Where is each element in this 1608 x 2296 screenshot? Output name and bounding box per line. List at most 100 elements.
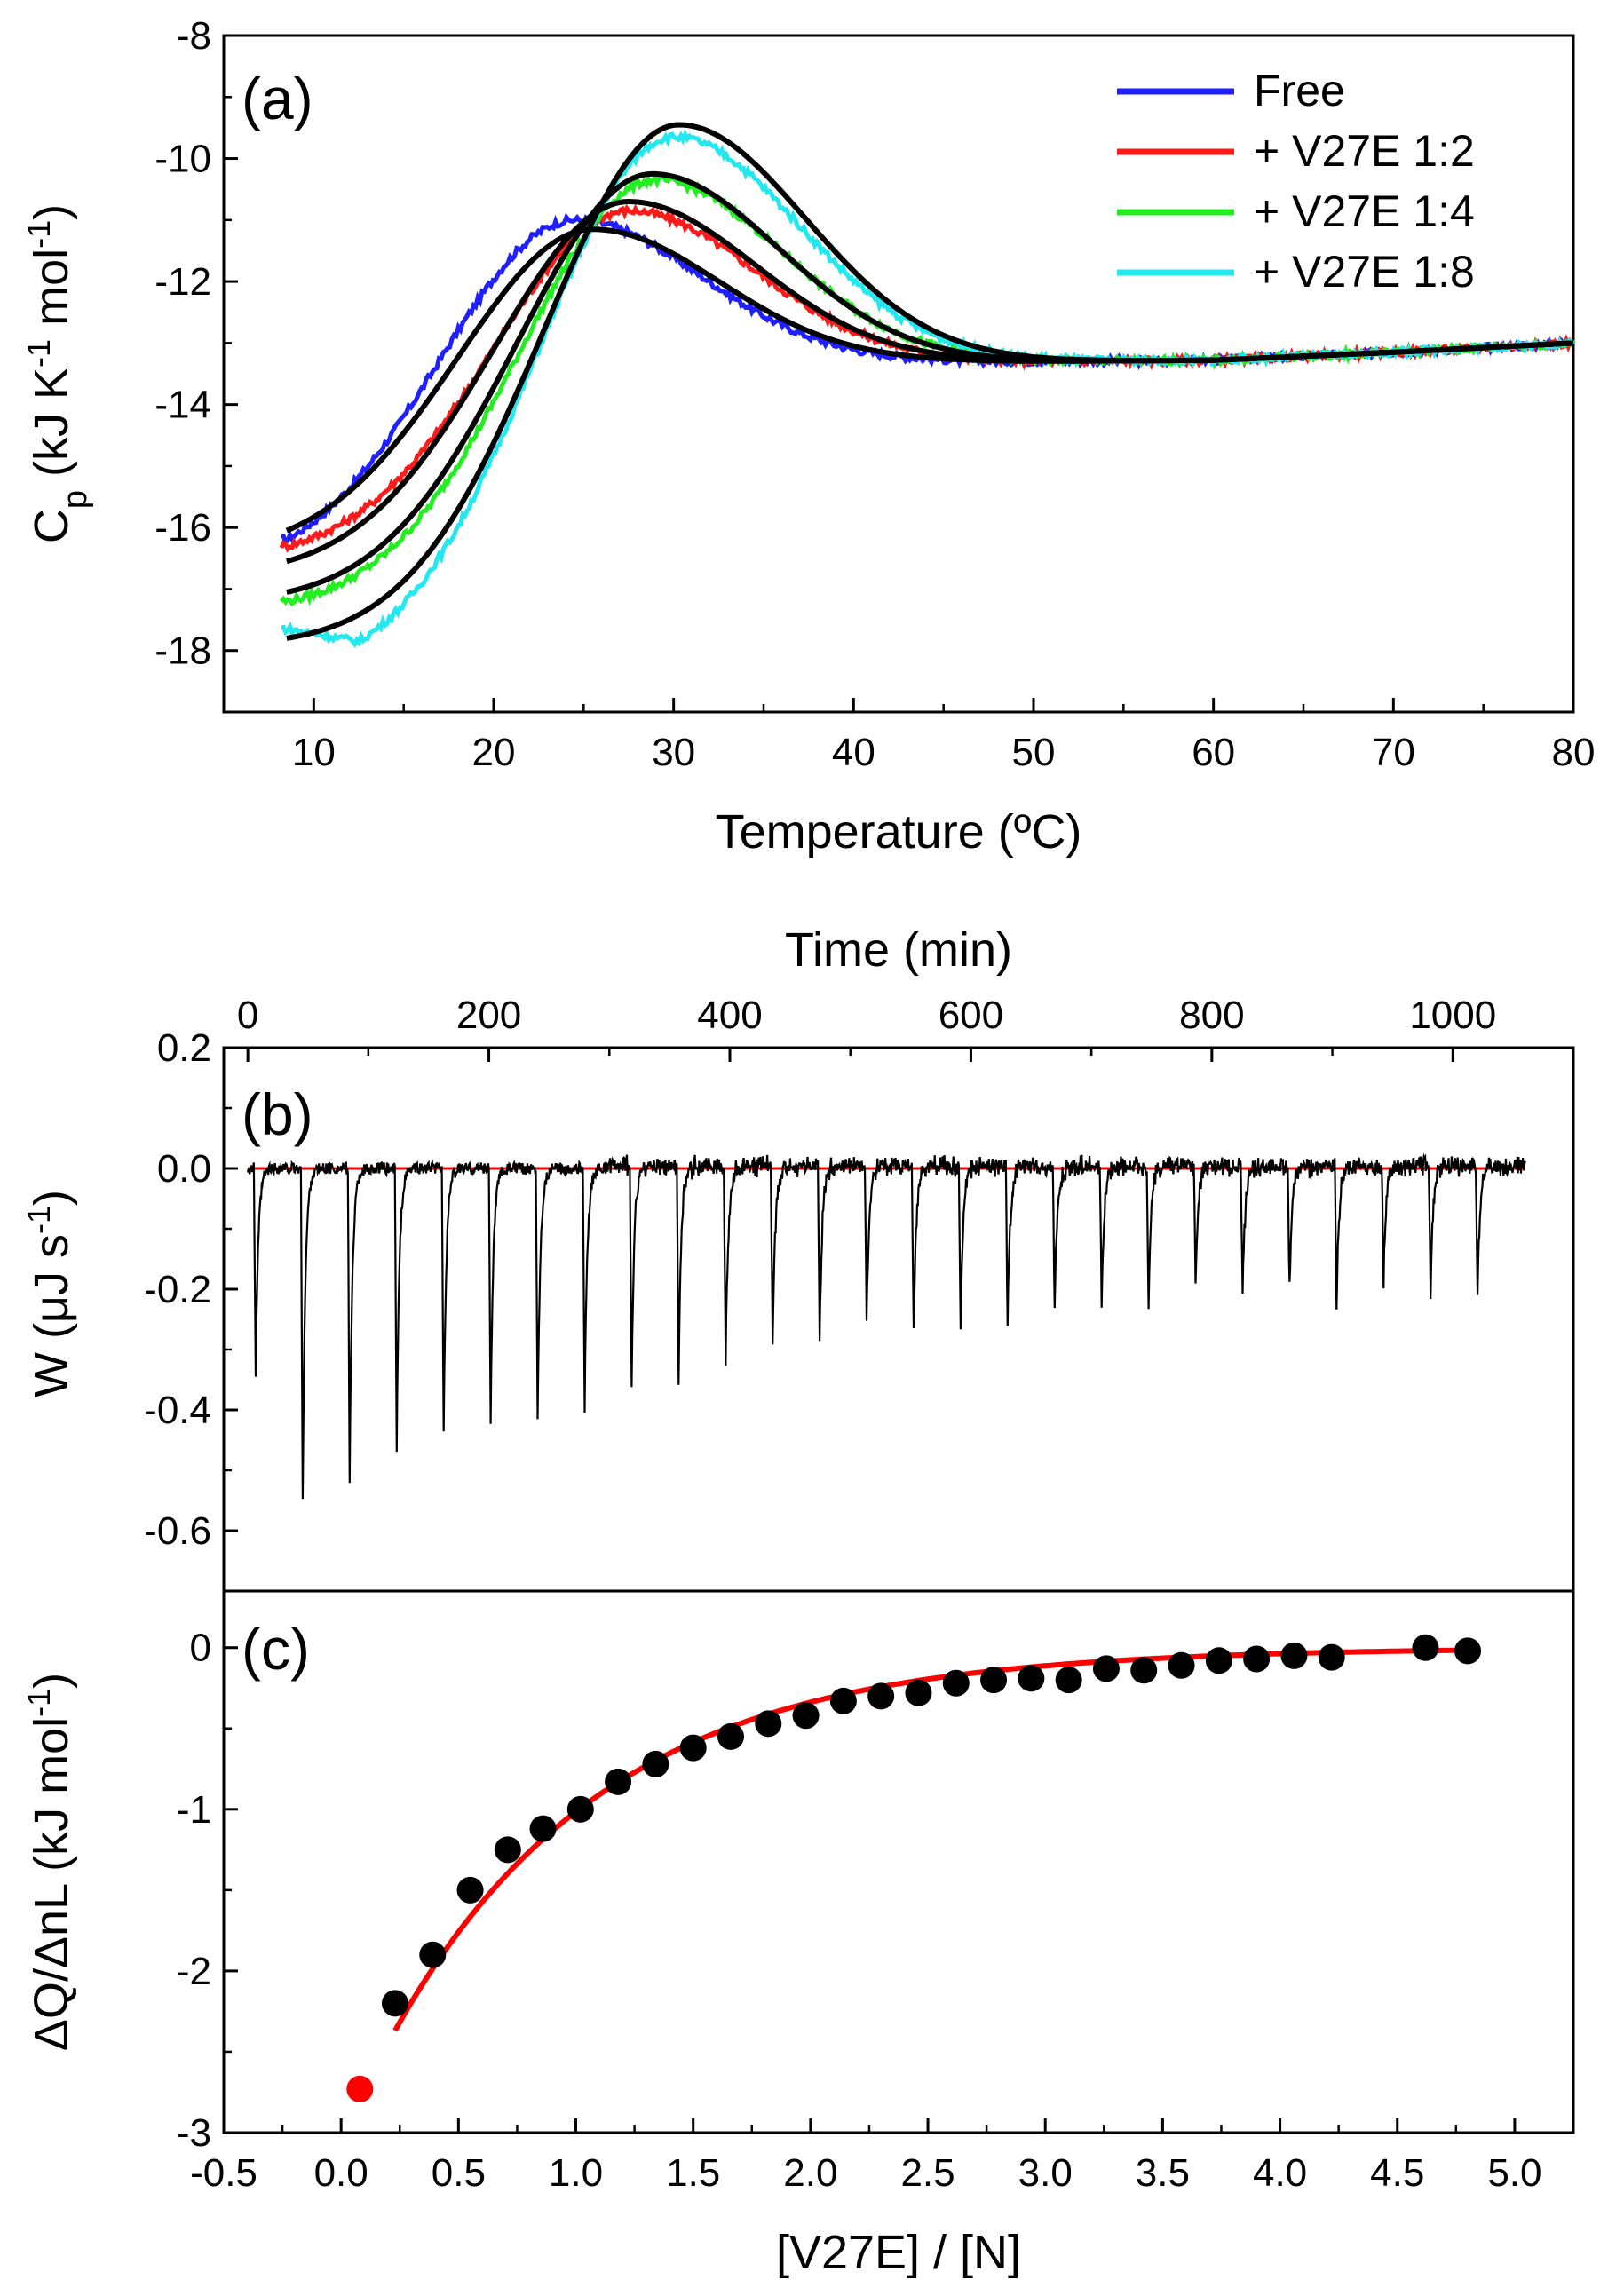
panel-c-excluded-point <box>346 2075 374 2102</box>
panel-a-x-tick-label: 70 <box>1372 731 1415 774</box>
panel-c-data-point <box>1055 1667 1082 1694</box>
panel-c-x-tick-label: 5.0 <box>1487 2151 1541 2195</box>
panel-b-thermogram <box>247 1152 1526 1500</box>
panel-a-x-tick-label: 40 <box>832 731 875 774</box>
panel-c-data-point <box>1454 1637 1482 1665</box>
legend-label-free: Free <box>1254 66 1345 115</box>
panel-b-top-x-tick-label: 0 <box>237 994 258 1037</box>
panel-b-y-tick-label: 0.0 <box>157 1147 211 1191</box>
panel-c-y-tick-label: -3 <box>177 2111 211 2155</box>
panel-c-data-point <box>1412 1634 1439 1661</box>
panel-c-data-point <box>942 1669 970 1697</box>
panel-c-data-point <box>642 1750 669 1777</box>
panel-c-frame <box>222 1589 1575 2134</box>
panel-a-legend: Free + V27E 1:2 + V27E 1:4 + V27E 1:8 <box>1117 66 1475 297</box>
panel-c-data-point <box>717 1722 744 1750</box>
panel-c-data-point <box>1092 1655 1120 1682</box>
panel-c-data-point <box>980 1667 1008 1694</box>
panel-c-x-tick-label: 1.5 <box>666 2151 720 2195</box>
panel-b-top-x-tick-label: 600 <box>939 994 1003 1037</box>
panel-c-x-tick-label: -0.5 <box>190 2151 257 2195</box>
panel-a-x-title: Temperature (ºC) <box>716 805 1082 859</box>
panel-c-data-point <box>1243 1645 1271 1673</box>
panel-a-x-tick-label: 10 <box>292 731 336 774</box>
panel-a-x-tick-label: 20 <box>472 731 516 774</box>
panel-c-data-point <box>905 1679 932 1706</box>
panel-b-top-x-tick-label: 1000 <box>1409 994 1496 1037</box>
panel-a-y-tick-label: -12 <box>154 260 211 304</box>
panel-c-x-tick-label: 4.0 <box>1253 2151 1307 2195</box>
panel-c-y-title: ΔQ/ΔnL (kJ mol-1) <box>20 1673 79 2051</box>
panel-b-y-tick-label: -0.6 <box>144 1509 211 1553</box>
panel-b-y-tick-label: 0.2 <box>157 1026 211 1070</box>
panel-b-top-x-tick-label: 800 <box>1179 994 1244 1037</box>
panel-c-data-point <box>829 1687 857 1714</box>
panel-c-data-point <box>1205 1647 1232 1674</box>
panel-c-data-point <box>566 1795 594 1823</box>
panel-c-label: (c) <box>242 1616 310 1682</box>
panel-a-tick-labels: 10 20 30 40 50 60 70 80 -18 -16 -14 -12 -10 -8 <box>154 14 1595 774</box>
panel-c-data-point <box>1018 1665 1045 1692</box>
panel-c-ticks <box>222 1646 1575 2134</box>
panel-c-data <box>346 1634 1482 2102</box>
panel-a-x-tick-label: 30 <box>652 731 695 774</box>
panel-c-data-point <box>1168 1651 1195 1679</box>
panel-a-ticks <box>222 34 1575 714</box>
panel-c-x-tick-label: 3.0 <box>1018 2151 1073 2195</box>
panel-b-top-x-tick-label: 200 <box>456 994 521 1037</box>
panel-a-y-tick-label: -16 <box>154 506 211 550</box>
panel-c-x-tick-label: 2.5 <box>900 2151 955 2195</box>
panel-a: 10 20 30 40 50 60 70 80 -18 -16 -14 -12 -10 -8 (a) Fr… <box>20 14 1596 859</box>
panel-c-x-tick-label: 4.5 <box>1370 2151 1424 2195</box>
panel-a-frame <box>222 34 1575 714</box>
panel-c-data-point <box>867 1682 895 1710</box>
panel-a-y-title: Cp (kJ K-1 mol-1) <box>20 204 95 543</box>
panel-c-x-tick-label: 2.0 <box>783 2151 837 2195</box>
panel-b-data <box>247 1152 1526 1500</box>
panel-c: -0.5 0.0 0.5 1.0 1.5 2.0 2.5 3.0 3.5 4.0 4.5 5.0 0 -1… <box>20 1589 1575 2279</box>
panel-b-top-x-title: Time (min) <box>785 923 1012 977</box>
panel-c-data-point <box>679 1734 707 1762</box>
panel-c-x-tick-label: 0.5 <box>432 2151 486 2195</box>
panel-a-y-tick-label: -14 <box>154 384 211 427</box>
panel-a-fit-line <box>286 122 1574 641</box>
panel-c-data-point <box>1130 1657 1158 1684</box>
panel-a-y-tick-label: -18 <box>154 629 211 673</box>
panel-c-x-tick-label: 1.0 <box>549 2151 603 2195</box>
panel-c-tick-labels: -0.5 0.0 0.5 1.0 1.5 2.0 2.5 3.0 3.5 4.0 4.5 5.0 0 -1… <box>177 1627 1542 2195</box>
legend-label-1-2: + V27E 1:2 <box>1254 126 1475 176</box>
panel-a-y-tick-label: -10 <box>154 138 211 181</box>
panel-b-y-tick-label: -0.4 <box>144 1389 211 1432</box>
panel-b-y-tick-label: -0.2 <box>144 1268 211 1311</box>
panel-b-y-title: W (μJ s-1) <box>20 1190 79 1397</box>
panel-a-data <box>279 122 1575 649</box>
panel-c-data-point <box>529 1815 557 1842</box>
panel-a-x-tick-label: 50 <box>1012 731 1056 774</box>
panel-c-data-point <box>792 1702 820 1730</box>
panel-a-y-tick-label: -8 <box>177 14 211 58</box>
panel-a-x-tick-label: 80 <box>1552 731 1596 774</box>
panel-c-data-point <box>1280 1642 1308 1669</box>
panel-a-label: (a) <box>242 66 313 131</box>
legend-label-1-8: + V27E 1:8 <box>1254 247 1475 297</box>
panel-c-data-point <box>1318 1643 1345 1671</box>
panel-c-y-tick-label: -2 <box>177 1950 211 1993</box>
panel-c-x-title: [V27E] / [N] <box>776 2226 1021 2279</box>
legend-label-1-4: + V27E 1:4 <box>1254 186 1475 236</box>
panel-b-label: (b) <box>242 1081 313 1147</box>
panel-a-x-tick-label: 60 <box>1192 731 1235 774</box>
panel-c-data-point <box>605 1768 632 1795</box>
panel-c-x-tick-label: 0.0 <box>314 2151 368 2195</box>
panel-c-data-point <box>755 1710 782 1738</box>
panel-c-data-point <box>494 1836 521 1864</box>
panel-c-data-point <box>419 1941 447 1968</box>
panel-c-y-tick-label: 0 <box>190 1627 211 1670</box>
panel-b-top-x-tick-label: 400 <box>697 994 762 1037</box>
panel-b-tick-labels: 0 200 400 600 800 1000 0.2 0.0 -0.2 -0.4 -0.6 <box>144 994 1496 1553</box>
panel-c-y-tick-label: -1 <box>177 1788 211 1832</box>
panel-c-x-tick-label: 3.5 <box>1136 2151 1190 2195</box>
panel-c-data-point <box>456 1876 484 1904</box>
